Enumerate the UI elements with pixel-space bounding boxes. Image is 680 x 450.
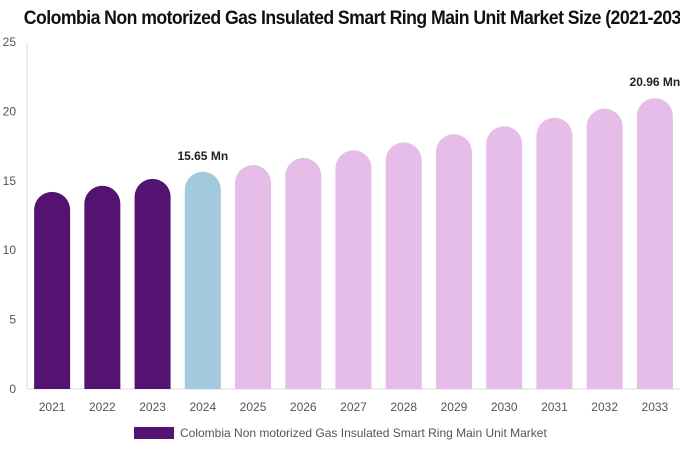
legend-label: Colombia Non motorized Gas Insulated Sma… — [180, 426, 547, 440]
bar-2033 — [636, 98, 673, 390]
x-tick-label: 2022 — [89, 400, 116, 414]
bar-2031 — [536, 117, 573, 389]
bar-2024 — [184, 171, 221, 389]
data-label: 15.65 Mn — [177, 149, 228, 163]
bar-2025 — [235, 164, 272, 389]
y-tick-label: 15 — [3, 174, 17, 188]
bar-2029 — [435, 134, 472, 389]
bar-2021 — [34, 191, 71, 389]
x-tick-label: 2025 — [240, 400, 267, 414]
bar-2027 — [335, 150, 372, 389]
legend: Colombia Non motorized Gas Insulated Sma… — [134, 426, 547, 440]
chart-title: Colombia Non motorized Gas Insulated Sma… — [23, 8, 680, 29]
y-tick-label: 25 — [3, 35, 17, 49]
x-tick-label: 2026 — [290, 400, 317, 414]
bar-2028 — [385, 142, 422, 389]
bar-2032 — [586, 108, 623, 390]
x-tick-label: 2029 — [441, 400, 468, 414]
x-tick-label: 2030 — [491, 400, 518, 414]
x-tick-label: 2028 — [390, 400, 417, 414]
x-tick-label: 2033 — [642, 400, 669, 414]
legend-swatch — [134, 427, 174, 439]
y-tick-label: 10 — [3, 243, 17, 257]
y-tick-label: 20 — [3, 104, 17, 118]
x-tick-label: 2027 — [340, 400, 367, 414]
bar-2023 — [134, 178, 171, 389]
bar-2030 — [486, 126, 523, 390]
x-tick-label: 2032 — [591, 400, 618, 414]
x-tick-label: 2021 — [39, 400, 66, 414]
y-tick-label: 0 — [9, 382, 16, 396]
y-tick-label: 5 — [9, 313, 16, 327]
x-tick-label: 2023 — [139, 400, 166, 414]
data-label: 20.96 Mn — [630, 75, 680, 89]
x-tick-label: 2031 — [541, 400, 568, 414]
bar-2026 — [285, 157, 322, 389]
x-tick-label: 2024 — [189, 400, 216, 414]
bar-2022 — [84, 185, 121, 389]
